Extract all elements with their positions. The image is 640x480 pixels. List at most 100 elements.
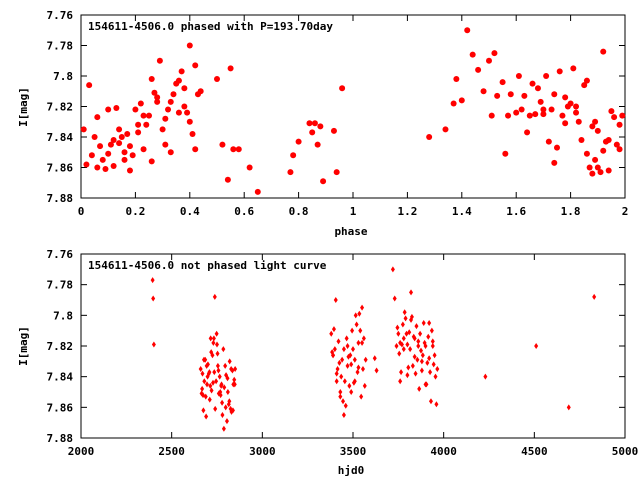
unphased-data-point: [421, 320, 426, 326]
phased-data-point: [140, 146, 147, 153]
phased-data-point: [515, 73, 522, 79]
unphased-data-point: [428, 398, 433, 405]
unphased-data-point: [432, 352, 437, 359]
unphased-data-point: [215, 362, 220, 369]
phased-data-point: [246, 164, 253, 171]
unphased-data-point: [344, 335, 349, 342]
phased-data-point: [94, 114, 101, 121]
unphased-data-point: [423, 381, 428, 388]
phased-data-point: [230, 146, 237, 153]
unphased-data-point: [232, 381, 237, 388]
unphased-x-tick-label: 3000: [249, 445, 276, 458]
phased-y-tick-label: 7.78: [47, 40, 74, 53]
unphased-data-point: [341, 346, 346, 353]
unphased-data-point: [418, 330, 423, 337]
phased-data-point: [165, 106, 172, 113]
phased-data-point: [556, 68, 563, 75]
phased-data-point: [562, 120, 569, 127]
phased-data-point: [567, 100, 574, 107]
unphased-data-point: [214, 378, 219, 385]
unphased-data-point: [338, 389, 343, 395]
unphased-data-point: [398, 339, 403, 346]
phased-data-point: [597, 169, 604, 176]
unphased-data-point: [343, 402, 348, 409]
unphased-data-point: [225, 375, 230, 382]
phased-data-point: [611, 114, 618, 121]
unphased-plot-frame: [80, 253, 626, 439]
phased-data-point: [600, 147, 607, 154]
phased-data-point: [80, 126, 87, 133]
phased-data-point: [543, 73, 550, 79]
unphased-data-point: [214, 330, 219, 337]
phased-data-point: [545, 138, 552, 145]
unphased-data-point: [349, 361, 354, 368]
phased-data-point: [97, 143, 104, 150]
phased-data-point: [583, 150, 590, 157]
phased-data-point: [116, 126, 123, 133]
unphased-data-point: [429, 327, 434, 334]
unphased-data-point: [592, 293, 597, 300]
phased-data-point: [224, 176, 231, 183]
unphased-data-point: [150, 277, 155, 284]
phased-data-point: [311, 120, 318, 127]
phased-x-tick-label: 0.6: [234, 205, 254, 218]
phased-data-point: [600, 48, 607, 55]
unphased-x-tick-label: 4000: [430, 445, 457, 458]
phased-data-point: [105, 150, 112, 157]
unphased-data-point: [349, 389, 354, 395]
unphased-data-point: [360, 366, 365, 372]
phased-data-point: [181, 103, 188, 110]
unphased-data-point: [398, 378, 403, 385]
unphased-data-point: [414, 323, 419, 330]
unphased-data-point: [338, 393, 343, 400]
phased-data-point: [502, 150, 509, 157]
phased-data-point: [235, 146, 242, 153]
phased-data-point: [167, 98, 174, 105]
unphased-data-point: [347, 382, 352, 389]
unphased-data-point: [409, 289, 414, 296]
unphased-data-point: [407, 329, 412, 336]
phased-data-point: [126, 143, 133, 150]
unphased-y-tick-label: 7.8: [53, 309, 73, 322]
phased-data-point: [608, 108, 615, 115]
phased-data-point: [589, 123, 596, 130]
phased-data-point: [551, 91, 558, 98]
unphased-data-point: [419, 358, 424, 365]
unphased-data-point: [405, 372, 410, 379]
phased-data-point: [529, 80, 536, 87]
phased-data-point: [186, 42, 193, 49]
phased-data-point: [254, 188, 261, 195]
phased-data-point: [559, 112, 566, 119]
unphased-data-point: [433, 373, 438, 380]
unphased-data-point: [357, 310, 362, 317]
unphased-data-point: [360, 304, 365, 311]
unphased-data-point: [359, 393, 364, 400]
unphased-data-point: [218, 389, 223, 395]
unphased-data-point: [332, 346, 337, 353]
unphased-data-point: [232, 376, 237, 383]
unphased-data-point: [355, 369, 360, 376]
unphased-data-point: [534, 343, 539, 349]
phased-data-point: [170, 91, 177, 98]
unphased-data-point: [200, 370, 205, 377]
unphased-data-point: [221, 425, 226, 432]
unphased-data-point: [227, 358, 232, 365]
unphased-data-point: [399, 369, 404, 376]
unphased-data-point: [331, 326, 336, 333]
unphased-x-tick-label: 5000: [612, 445, 639, 458]
phased-data-point: [548, 106, 555, 113]
phased-x-tick-label: 0.4: [180, 205, 200, 218]
phased-data-point: [486, 57, 492, 64]
phased-data-point: [526, 112, 533, 119]
phased-data-point: [146, 112, 152, 119]
unphased-data-point: [430, 338, 435, 345]
unphased-data-point: [333, 297, 338, 303]
phased-data-point: [507, 91, 514, 98]
unphased-data-point: [402, 309, 407, 316]
phased-data-point: [162, 141, 169, 148]
phased-data-point: [178, 68, 185, 75]
unphased-data-point: [151, 295, 156, 302]
unphased-data-point: [427, 355, 432, 362]
phased-data-point: [154, 98, 161, 105]
phased-data-point: [135, 129, 142, 136]
